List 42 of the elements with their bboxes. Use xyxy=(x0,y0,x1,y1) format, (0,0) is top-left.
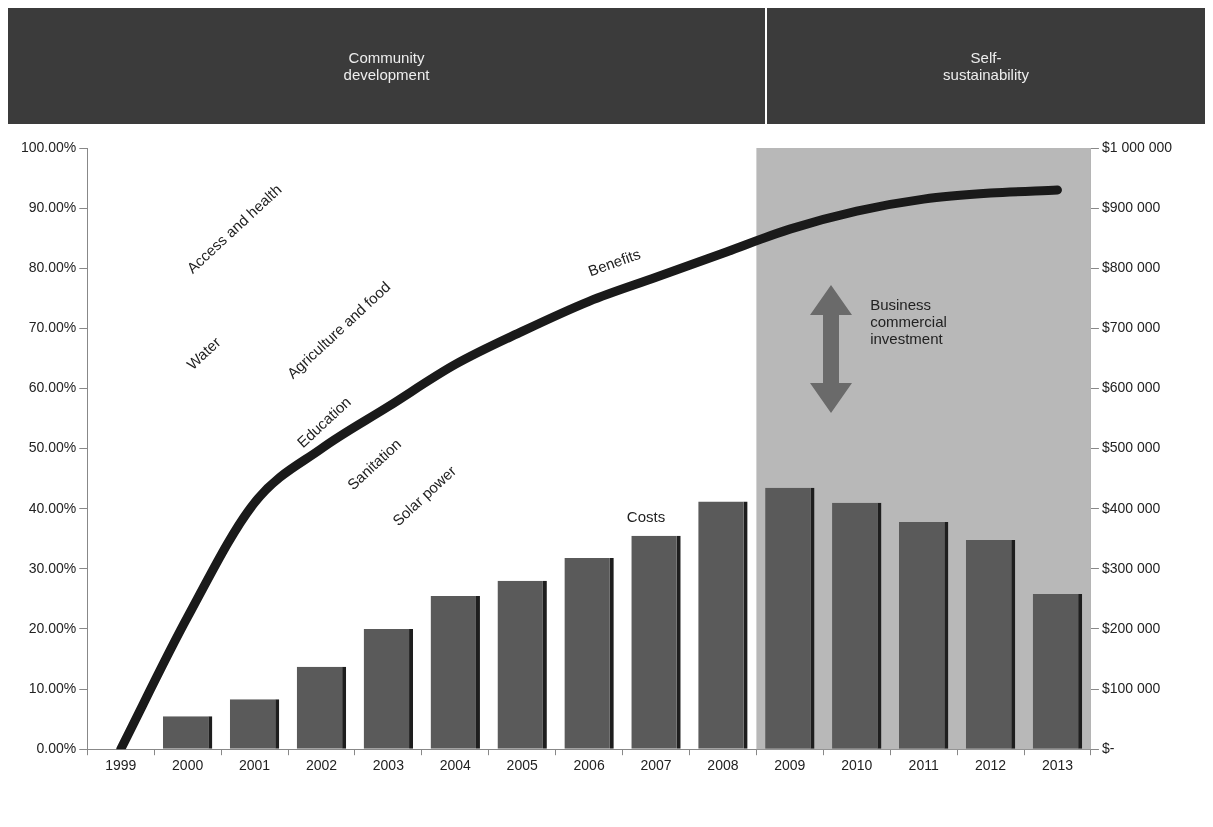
x-tick-label: 2013 xyxy=(1041,757,1074,774)
x-tick-label: 2008 xyxy=(707,757,739,774)
x-tick-label: 2000 xyxy=(172,757,204,774)
x-tick-label: 2006 xyxy=(573,757,605,774)
x-tick-label: 2011 xyxy=(908,757,939,774)
x-tick-label: 2003 xyxy=(372,757,405,774)
x-tick-label: 1999 xyxy=(105,757,137,774)
y2-tick-label: $400 000 xyxy=(1101,499,1161,516)
band-label: Business commercial investment xyxy=(870,295,947,347)
y-tick-label: 80.00% xyxy=(28,259,77,276)
y2-tick-label: $- xyxy=(1101,740,1115,757)
text: Self-sustainability xyxy=(942,49,1030,83)
text: Benefits xyxy=(585,244,643,280)
y2-tick-label: $900 000 xyxy=(1101,198,1161,215)
x-tick-label: 2002 xyxy=(305,757,338,774)
x-tick-label: 2010 xyxy=(841,757,873,774)
y2-tick-label: $500 000 xyxy=(1101,439,1161,456)
y-tick-label: 100.00% xyxy=(20,138,77,155)
y2-tick-label: $100 000 xyxy=(1101,679,1161,696)
x-tick-label: 2012 xyxy=(974,757,1007,774)
y-tick-label: 10.00% xyxy=(28,679,77,696)
x-tick-label: 2009 xyxy=(774,757,806,774)
y2-tick-label: $300 000 xyxy=(1101,559,1161,576)
y-tick-label: 90.00% xyxy=(28,198,77,215)
y-tick-label: 20.00% xyxy=(28,619,77,636)
series-label: Costs xyxy=(626,507,666,525)
y2-tick-label: $700 000 xyxy=(1101,319,1161,336)
y-tick-label: 50.00% xyxy=(28,439,77,456)
x-tick-label: 2001 xyxy=(238,757,271,774)
y2-tick-label: $200 000 xyxy=(1101,619,1161,636)
x-tick-label: 2007 xyxy=(640,757,672,774)
y-tick-label: 40.00% xyxy=(28,499,77,516)
y-tick-label: 30.00% xyxy=(28,559,77,576)
text: Community development xyxy=(342,49,431,83)
x-tick-label: 2005 xyxy=(506,757,538,774)
y2-tick-label: $1 000 000 xyxy=(1101,138,1173,155)
y-tick-label: 0.00% xyxy=(36,740,77,757)
x-tick-label: 2004 xyxy=(439,757,472,774)
y2-tick-label: $800 000 xyxy=(1101,259,1161,276)
y-tick-label: 70.00% xyxy=(28,319,77,336)
y-tick-label: 60.00% xyxy=(28,379,77,396)
y2-tick-label: $600 000 xyxy=(1101,379,1161,396)
